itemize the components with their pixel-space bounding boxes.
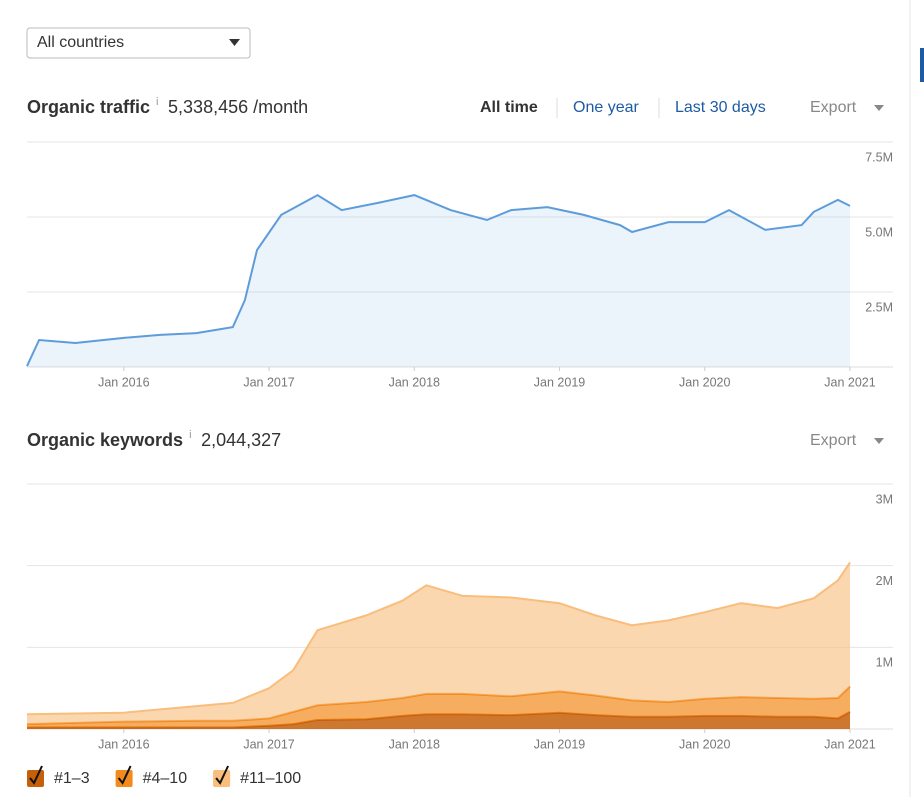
select-arrow (229, 39, 240, 46)
section-title: Organic traffic (27, 97, 150, 117)
y-tick-label: 2M (876, 574, 893, 588)
range-tab[interactable]: All time (480, 99, 538, 116)
legend-label: #11–100 (240, 770, 301, 787)
x-tick-label: Jan 2018 (389, 375, 440, 389)
export-arrow (874, 438, 884, 444)
area-edge (26, 561, 851, 716)
x-tick-label: Jan 2021 (824, 375, 875, 389)
scroll-marker (920, 48, 924, 82)
x-tick-label: Jan 2017 (243, 737, 294, 751)
y-tick-label: 2.5M (865, 300, 893, 314)
stacked-area (27, 686, 850, 728)
export-arrow (874, 105, 884, 111)
x-tick-label: Jan 2016 (98, 737, 149, 751)
info-icon: i (156, 96, 158, 108)
x-tick-label: Jan 2018 (389, 737, 440, 751)
select-box[interactable] (26, 27, 251, 59)
stacked-area (27, 711, 850, 729)
checkmark (29, 765, 43, 785)
section-title: Organic keywords (27, 430, 183, 450)
range-tab[interactable]: One year (573, 99, 639, 116)
x-tick-label: Jan 2017 (243, 375, 294, 389)
checkmark (215, 765, 229, 785)
x-tick-label: Jan 2020 (679, 737, 730, 751)
checkmark (117, 765, 132, 785)
y-tick-label: 3M (876, 492, 893, 506)
area-fill (27, 195, 850, 367)
legend-label: #1–3 (54, 770, 90, 787)
y-tick-label: 5.0M (865, 225, 893, 239)
summary-value: 2,044,327 (201, 430, 281, 450)
export-button[interactable]: Export (810, 432, 857, 449)
x-tick-label: Jan 2021 (824, 737, 875, 751)
x-tick-label: Jan 2019 (534, 375, 585, 389)
y-tick-label: 1M (876, 656, 893, 670)
x-tick-label: Jan 2019 (534, 737, 585, 751)
y-tick-label: 7.5M (865, 150, 893, 164)
stacked-area (27, 562, 850, 725)
legend-label: #4–10 (143, 770, 188, 787)
country-select[interactable]: All countries (26, 27, 251, 59)
info-icon: i (189, 429, 191, 441)
x-tick-label: Jan 2020 (679, 375, 730, 389)
line (26, 193, 851, 367)
export-button[interactable]: Export (810, 99, 857, 116)
x-tick-label: Jan 2016 (98, 375, 149, 389)
range-tab[interactable]: Last 30 days (675, 99, 766, 116)
select-label[interactable]: All countries (37, 34, 124, 51)
summary-value: 5,338,456 /month (168, 97, 308, 117)
